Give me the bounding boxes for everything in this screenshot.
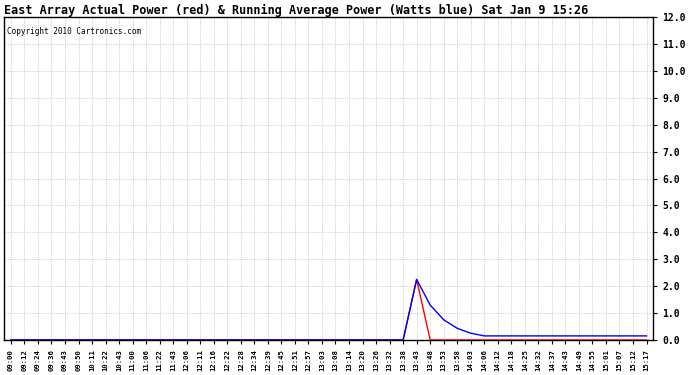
Text: Copyright 2010 Cartronics.com: Copyright 2010 Cartronics.com xyxy=(8,27,141,36)
Text: East Array Actual Power (red) & Running Average Power (Watts blue) Sat Jan 9 15:: East Array Actual Power (red) & Running … xyxy=(4,4,589,17)
